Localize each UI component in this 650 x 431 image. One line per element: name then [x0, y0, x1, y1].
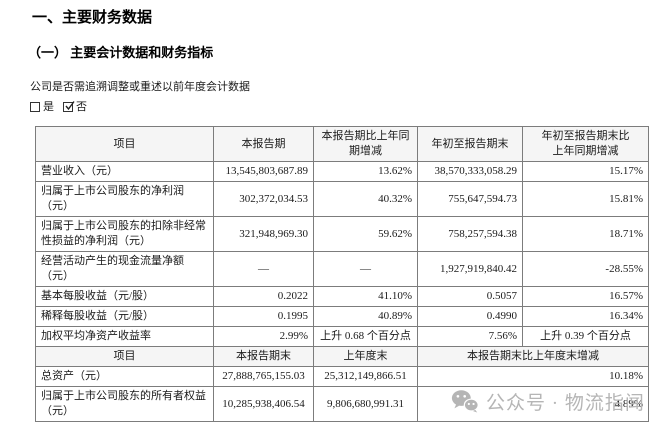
table-row: 总资产（元） 27,888,765,155.03 25,312,149,866.51…	[35, 366, 649, 387]
checkbox-yes[interactable]: 是	[30, 101, 54, 113]
unchecked-checkbox-icon[interactable]	[30, 102, 40, 112]
value-cell: —	[213, 251, 314, 287]
header-cell: 本报告期末比上年度末增减	[417, 346, 649, 367]
subsection-title: （一） 主要会计数据和财务指标	[28, 45, 214, 60]
report-page: 一、主要财务数据 （一） 主要会计数据和财务指标 公司是否需追溯调整或重述以前年…	[0, 10, 650, 422]
row-label: 归属于上市公司股东的所有者权益（元）	[35, 386, 214, 422]
value-cell: 25,312,149,866.51	[313, 366, 418, 387]
value-cell: —	[313, 251, 418, 287]
header-cell: 年初至报告期末比 上年同期增减	[522, 126, 649, 162]
financial-indicators-table: 项目 本报告期 本报告期比上年同 期增减 年初至报告期末 年初至报告期末比 上年同期增减…	[35, 126, 649, 422]
value-cell: 1,927,919,840.42	[417, 251, 523, 287]
value-cell: 0.2022	[213, 286, 314, 307]
value-cell: 15.81%	[522, 181, 649, 217]
table-row: 归属于上市公司股东的净利润（元） 302,372,034.53 40.32% 755,…	[35, 181, 649, 217]
value-cell: 9,806,680,991.31	[313, 386, 418, 422]
value-cell: 59.62%	[313, 216, 418, 252]
value-cell: 38,570,333,058.29	[417, 161, 523, 182]
value-cell: 2.99%	[213, 326, 314, 347]
row-label: 总资产（元）	[35, 366, 214, 387]
row-label: 归属于上市公司股东的扣除非经常性损益的净利润（元）	[35, 216, 214, 252]
table-row: 经营活动产生的现金流量净额（元） — —1,927,919,840.42 -28.55…	[35, 251, 649, 287]
header-cell: 本报告期末	[213, 346, 314, 367]
value-cell: 7.56%	[417, 326, 523, 347]
checkbox-no-label: 否	[76, 101, 87, 113]
value-cell: 10.18%	[417, 366, 649, 387]
table-header-row: 项目 本报告期末 上年度末 本报告期末比上年度末增减	[35, 346, 649, 367]
checkbox-no[interactable]: 否	[63, 101, 87, 113]
value-cell: 302,372,034.53	[213, 181, 314, 217]
table-row: 稀释每股收益（元/股） 0.1995 40.89% 0.4990 16.34%	[35, 306, 649, 327]
value-cell: 27,888,765,155.03	[213, 366, 314, 387]
value-cell: 15.17%	[522, 161, 649, 182]
row-label: 加权平均净资产收益率	[35, 326, 214, 347]
header-cell: 项目	[35, 126, 214, 162]
value-cell: 18.71%	[522, 216, 649, 252]
value-cell: 4.89%	[417, 386, 649, 422]
value-cell: 16.34%	[522, 306, 649, 327]
value-cell: 40.32%	[313, 181, 418, 217]
row-label: 归属于上市公司股东的净利润（元）	[35, 181, 214, 217]
header-cell: 本报告期	[213, 126, 314, 162]
value-cell: 16.57%	[522, 286, 649, 307]
value-cell: 上升 0.39 个百分点	[522, 326, 649, 347]
value-cell: 0.5057	[417, 286, 523, 307]
value-cell: 上升 0.68 个百分点	[313, 326, 418, 347]
header-cell: 项目	[35, 346, 214, 367]
row-label: 稀释每股收益（元/股）	[35, 306, 214, 327]
header-cell: 年初至报告期末	[417, 126, 523, 162]
value-cell: 40.89%	[313, 306, 418, 327]
value-cell: -28.55%	[522, 251, 649, 287]
section-title: 一、主要财务数据	[32, 10, 153, 26]
checked-checkbox-icon[interactable]	[63, 101, 75, 112]
table-header-row: 项目 本报告期 本报告期比上年同 期增减 年初至报告期末 年初至报告期末比 上年同期增减	[35, 126, 649, 162]
table-row: 归属于上市公司股东的所有者权益（元） 10,285,938,406.54 9,806…	[35, 386, 649, 422]
restate-checkbox-row: 是 否	[30, 101, 650, 113]
restate-question: 公司是否需追溯调整或重述以前年度会计数据	[30, 81, 250, 93]
value-cell: 758,257,594.38	[417, 216, 523, 252]
table-row: 营业收入（元） 13,545,803,687.89 13.62% 38,570,333…	[35, 161, 649, 182]
row-label: 经营活动产生的现金流量净额（元）	[35, 251, 214, 287]
value-cell: 755,647,594.73	[417, 181, 523, 217]
value-cell: 41.10%	[313, 286, 418, 307]
checkbox-yes-label: 是	[43, 101, 54, 113]
table-row: 归属于上市公司股东的扣除非经常性损益的净利润（元） 321,948,969.30 5…	[35, 216, 649, 252]
row-label: 营业收入（元）	[35, 161, 214, 182]
value-cell: 13.62%	[313, 161, 418, 182]
value-cell: 0.1995	[213, 306, 314, 327]
value-cell: 13,545,803,687.89	[213, 161, 314, 182]
table-row: 加权平均净资产收益率 2.99% 上升 0.68 个百分点 7.56% 上升 0.39 …	[35, 326, 649, 347]
value-cell: 10,285,938,406.54	[213, 386, 314, 422]
value-cell: 0.4990	[417, 306, 523, 327]
table-row: 基本每股收益（元/股） 0.2022 41.10% 0.5057 16.57%	[35, 286, 649, 307]
header-cell: 本报告期比上年同 期增减	[313, 126, 418, 162]
header-cell: 上年度末	[313, 346, 418, 367]
value-cell: 321,948,969.30	[213, 216, 314, 252]
row-label: 基本每股收益（元/股）	[35, 286, 214, 307]
